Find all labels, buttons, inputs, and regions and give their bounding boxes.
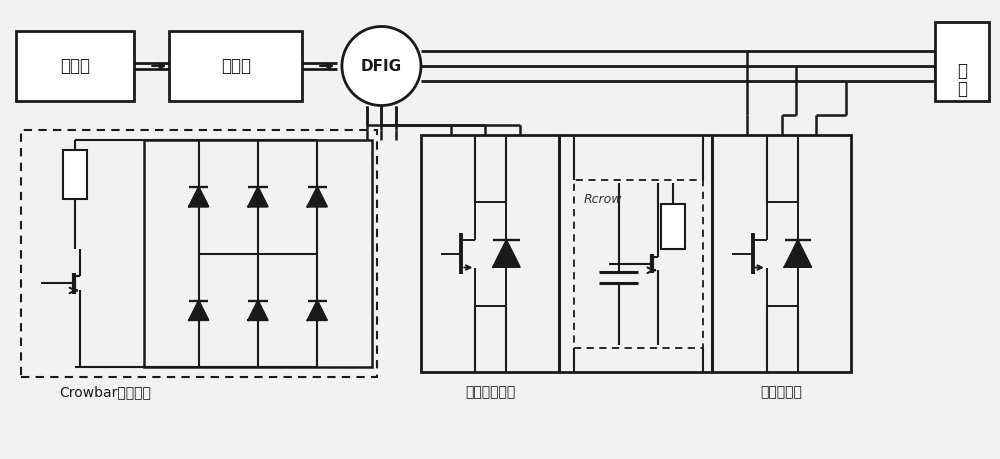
Text: 网侧逆变器: 网侧逆变器 [761, 385, 802, 399]
Bar [169, 31, 302, 101]
Polygon shape [308, 187, 327, 207]
Bar [144, 140, 372, 367]
Bar [574, 179, 703, 347]
Bar [16, 31, 134, 101]
Bar [21, 130, 377, 377]
Bar [712, 135, 851, 372]
Bar [63, 150, 87, 199]
Polygon shape [189, 187, 208, 207]
Text: 转子侧逆变器: 转子侧逆变器 [465, 385, 515, 399]
Bar [661, 204, 685, 249]
Polygon shape [493, 241, 520, 267]
Text: 电: 电 [957, 62, 967, 80]
Text: Crowbar保护电路: Crowbar保护电路 [59, 385, 151, 399]
Polygon shape [308, 301, 327, 320]
Text: 变速箱: 变速箱 [221, 57, 251, 75]
Polygon shape [248, 187, 268, 207]
Text: 网: 网 [957, 80, 967, 98]
Circle shape [342, 27, 421, 106]
Text: DFIG: DFIG [361, 58, 402, 73]
Bar [421, 135, 559, 372]
Text: Rcrow: Rcrow [584, 193, 622, 206]
Polygon shape [785, 241, 811, 267]
Polygon shape [248, 301, 268, 320]
Text: 汽轮机: 汽轮机 [60, 57, 90, 75]
Polygon shape [189, 301, 208, 320]
Bar [935, 22, 989, 101]
